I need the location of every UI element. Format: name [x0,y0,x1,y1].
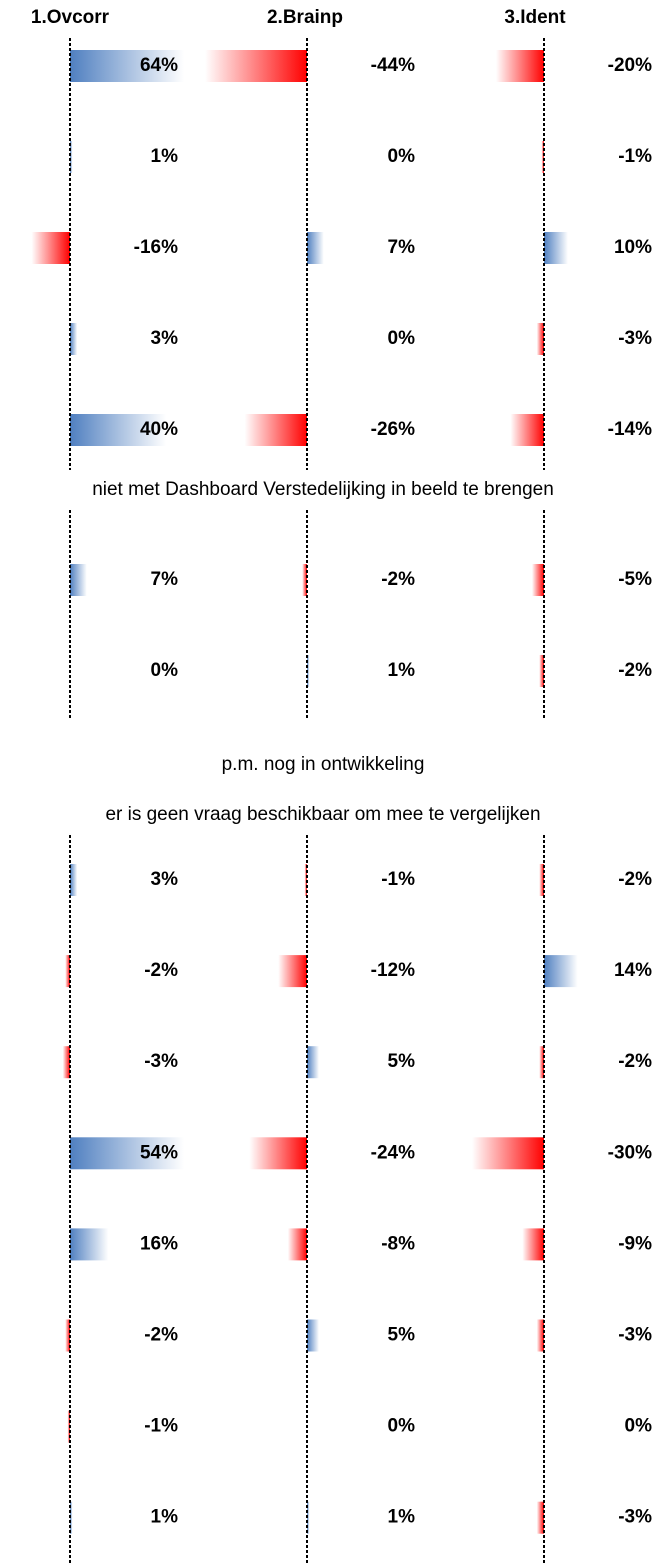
value-label: -16% [134,237,178,258]
bar [70,414,166,446]
bar [307,655,310,687]
value-label: 0% [388,146,416,167]
bar [539,864,544,896]
value-label: 0% [388,1416,416,1437]
value-label: 0% [388,328,416,349]
value-label: -30% [608,1142,652,1163]
column-header: 2.Brainp [267,7,343,28]
bar [249,1137,307,1170]
value-label: -14% [608,419,652,440]
value-label: -20% [608,55,652,76]
value-label: 14% [614,960,652,981]
value-label: 5% [388,1325,416,1346]
bar [302,564,307,596]
value-label: -24% [371,1142,415,1163]
bar [539,655,544,687]
bar [532,564,544,596]
column-header: 1.Ovcorr [31,7,110,28]
value-label: 64% [140,55,178,76]
bar [65,1319,70,1352]
value-label: -3% [618,1325,652,1346]
value-label: 16% [140,1233,178,1254]
bar [70,1228,109,1261]
value-label: -8% [381,1233,415,1254]
bar [70,864,78,896]
value-label: -2% [144,1325,178,1346]
value-label: 1% [151,1507,179,1528]
bar [70,564,87,596]
value-label: -2% [381,569,415,590]
value-label: -2% [618,660,652,681]
bar [496,50,544,82]
bar [65,955,70,988]
value-label: -1% [144,1416,178,1437]
value-label: -3% [618,328,652,349]
bar [70,50,184,82]
bar [539,1046,544,1079]
value-label: -9% [618,1233,652,1254]
value-label: 5% [388,1051,416,1072]
section-note: p.m. nog in ontwikkeling [222,754,425,775]
bar [307,1046,319,1079]
value-label: -1% [381,869,415,890]
value-label: -44% [371,55,415,76]
value-label: -12% [371,960,415,981]
value-label: 7% [151,569,179,590]
value-label: 3% [151,869,179,890]
bar [536,1501,544,1534]
value-label: 1% [151,146,179,167]
value-label: 0% [151,660,179,681]
section-note: er is geen vraag beschikbaar om mee te v… [105,804,540,825]
value-label: 10% [614,237,652,258]
bar [472,1137,544,1170]
bar [541,141,544,173]
bar [307,1501,310,1534]
bar [510,414,544,446]
value-label: -2% [618,869,652,890]
bar [205,50,307,82]
bar [307,1319,319,1352]
value-label: -1% [618,146,652,167]
value-label: -2% [144,960,178,981]
value-label: -3% [144,1051,178,1072]
value-label: -5% [618,569,652,590]
section-note: niet met Dashboard Verstedelijking in be… [92,479,554,500]
value-label: 0% [625,1416,653,1437]
bar [544,232,568,264]
bar [70,1137,184,1170]
value-label: -2% [618,1051,652,1072]
bar [70,323,78,355]
value-label: -26% [371,419,415,440]
column-header: 3.Ident [504,7,566,28]
value-label: -3% [618,1507,652,1528]
bar [244,414,307,446]
bar [522,1228,544,1261]
value-label: 54% [140,1142,178,1163]
bar [536,323,544,355]
bar [278,955,307,988]
bar [287,1228,307,1261]
value-label: 1% [388,1507,416,1528]
bar [544,955,578,988]
value-label: 40% [140,419,178,440]
value-label: 7% [388,237,416,258]
bar [536,1319,544,1352]
value-label: 1% [388,660,416,681]
bar [31,232,71,264]
bar [307,232,324,264]
bar [70,141,73,173]
bar [67,1410,70,1443]
bar [70,1501,73,1534]
bar [304,864,307,896]
value-label: 3% [151,328,179,349]
bar [62,1046,70,1079]
